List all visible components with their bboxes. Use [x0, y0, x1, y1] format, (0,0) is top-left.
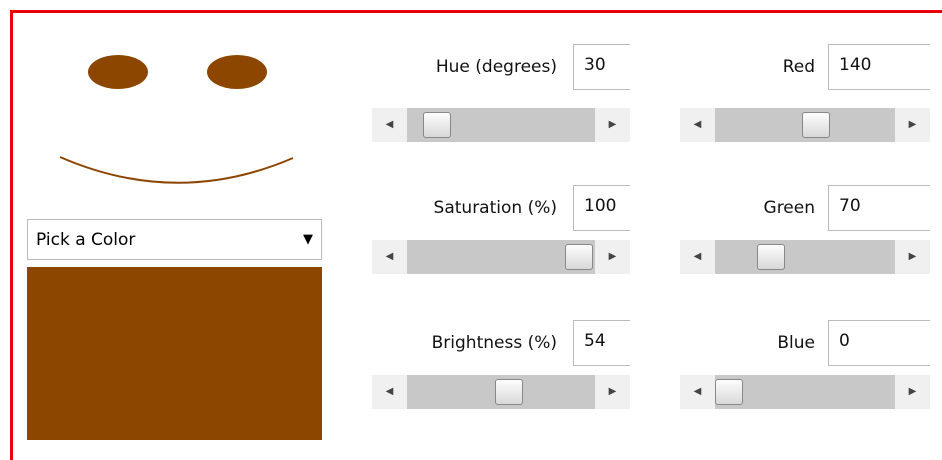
face — [59, 55, 294, 184]
slider-thumb[interactable] — [715, 379, 743, 405]
value-input[interactable]: 70 — [828, 185, 930, 231]
slider-left-arrow[interactable]: ◀ — [680, 108, 715, 142]
slider-left-arrow[interactable]: ◀ — [372, 108, 407, 142]
slider-thumb[interactable] — [565, 244, 593, 270]
smile — [59, 156, 294, 184]
field-label: Red — [782, 57, 815, 77]
slider-left-arrow[interactable]: ◀ — [680, 240, 715, 274]
slider-right-arrow[interactable]: ▶ — [895, 240, 930, 274]
field-label: Saturation (%) — [433, 198, 557, 218]
left-eye — [88, 55, 148, 89]
slider-right-arrow[interactable]: ▶ — [595, 375, 630, 409]
slider-left-arrow[interactable]: ◀ — [372, 375, 407, 409]
value-input[interactable]: 0 — [828, 320, 930, 366]
slider-thumb[interactable] — [495, 379, 523, 405]
frame — [10, 10, 942, 460]
slider-track[interactable] — [372, 108, 630, 142]
slider-right-arrow[interactable]: ▶ — [895, 108, 930, 142]
value-input[interactable]: 30 — [573, 44, 630, 90]
slider-thumb[interactable] — [802, 112, 830, 138]
slider-left-arrow[interactable]: ◀ — [372, 240, 407, 274]
slider-right-arrow[interactable]: ▶ — [595, 240, 630, 274]
field-label: Hue (degrees) — [435, 57, 557, 77]
dropdown-arrow: ▼ — [303, 232, 313, 247]
color-dropdown[interactable]: Pick a Color ▼ — [27, 219, 322, 260]
value-input[interactable]: 100 — [573, 185, 630, 231]
slider-left-arrow[interactable]: ◀ — [680, 375, 715, 409]
slider-right-arrow[interactable]: ▶ — [595, 108, 630, 142]
field-label: Brightness (%) — [431, 333, 557, 353]
field-label: Green — [763, 198, 815, 218]
slider-track[interactable] — [680, 240, 930, 274]
right-eye — [207, 55, 267, 89]
color-swatch — [27, 267, 322, 440]
dropdown-label: Pick a Color — [36, 230, 136, 250]
slider-thumb[interactable] — [423, 112, 451, 138]
slider-thumb[interactable] — [757, 244, 785, 270]
slider-right-arrow[interactable]: ▶ — [895, 375, 930, 409]
value-input[interactable]: 54 — [573, 320, 630, 366]
value-input[interactable]: 140 — [828, 44, 930, 90]
field-label: Blue — [777, 333, 815, 353]
